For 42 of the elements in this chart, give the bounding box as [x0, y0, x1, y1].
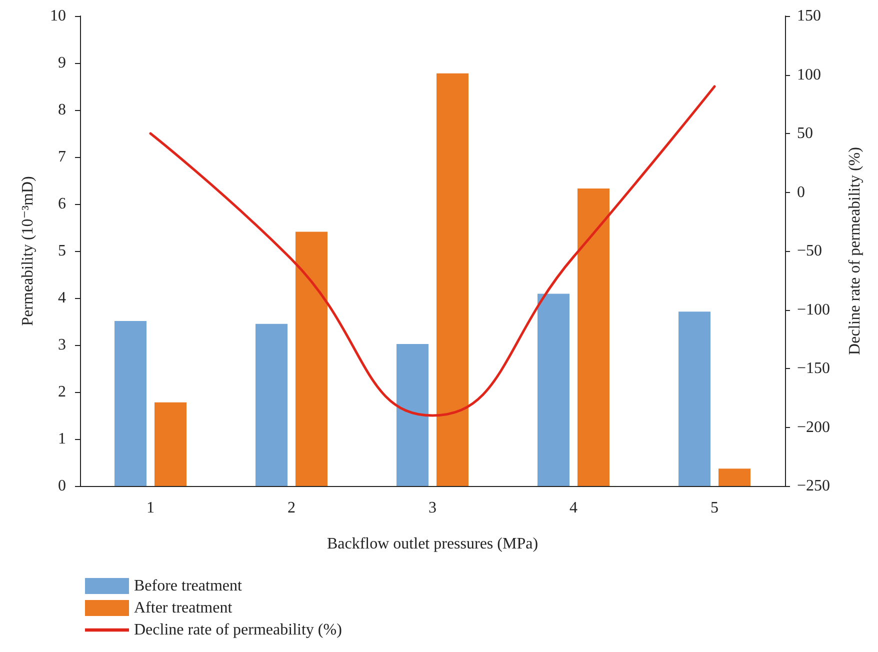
y-tick-label: 10 — [50, 8, 66, 24]
bar — [436, 73, 468, 486]
y2-tick-label: 50 — [797, 125, 813, 142]
line-series — [149, 85, 716, 417]
y2-tick-label: 100 — [797, 66, 821, 84]
y-tick-label: 8 — [58, 102, 66, 118]
y-tick-label: 7 — [58, 148, 66, 166]
x-tick-label: 4 — [570, 500, 578, 516]
y-tick-label: 5 — [58, 242, 66, 260]
y-tick-label: 1 — [58, 430, 66, 448]
bar — [538, 294, 570, 486]
y2-tick-label: −250 — [797, 478, 830, 494]
x-tick-label: 1 — [146, 500, 154, 516]
y-tick-label: 6 — [58, 196, 66, 212]
bar — [154, 402, 186, 486]
y-axis-title: Permeability (10⁻³mD) — [20, 176, 36, 326]
y-tick-label: 4 — [58, 290, 66, 306]
bar — [296, 232, 328, 486]
y-tick-label: 9 — [58, 54, 66, 72]
bar — [396, 344, 428, 486]
y-tick-label: 3 — [58, 336, 66, 354]
x-tick-label: 2 — [288, 500, 296, 516]
legend-label: Before treatment — [134, 578, 242, 594]
x-axis-title: Backflow outlet pressures (MPa) — [326, 536, 538, 552]
y2-tick-label: −200 — [797, 418, 830, 436]
legend-label: Decline rate of permeability (%) — [134, 622, 342, 638]
y2-axis-title: Decline rate of permeability (%) — [846, 147, 864, 355]
y2-tick-label: −100 — [797, 301, 830, 318]
bar — [678, 312, 710, 486]
y2-tick-label: −150 — [797, 360, 830, 377]
y-tick-label: 0 — [58, 478, 66, 494]
y-tick-label: 2 — [58, 384, 66, 400]
x-tick-label: 5 — [710, 500, 718, 516]
bar — [256, 324, 288, 486]
legend-label: After treatment — [134, 600, 233, 616]
y2-tick-label: 0 — [797, 184, 805, 201]
x-tick-label: 3 — [428, 500, 436, 516]
y2-tick-label: −50 — [797, 242, 822, 260]
bar — [718, 468, 750, 486]
bar — [578, 188, 610, 486]
bar — [114, 321, 146, 486]
y2-tick-label: 150 — [797, 8, 821, 24]
